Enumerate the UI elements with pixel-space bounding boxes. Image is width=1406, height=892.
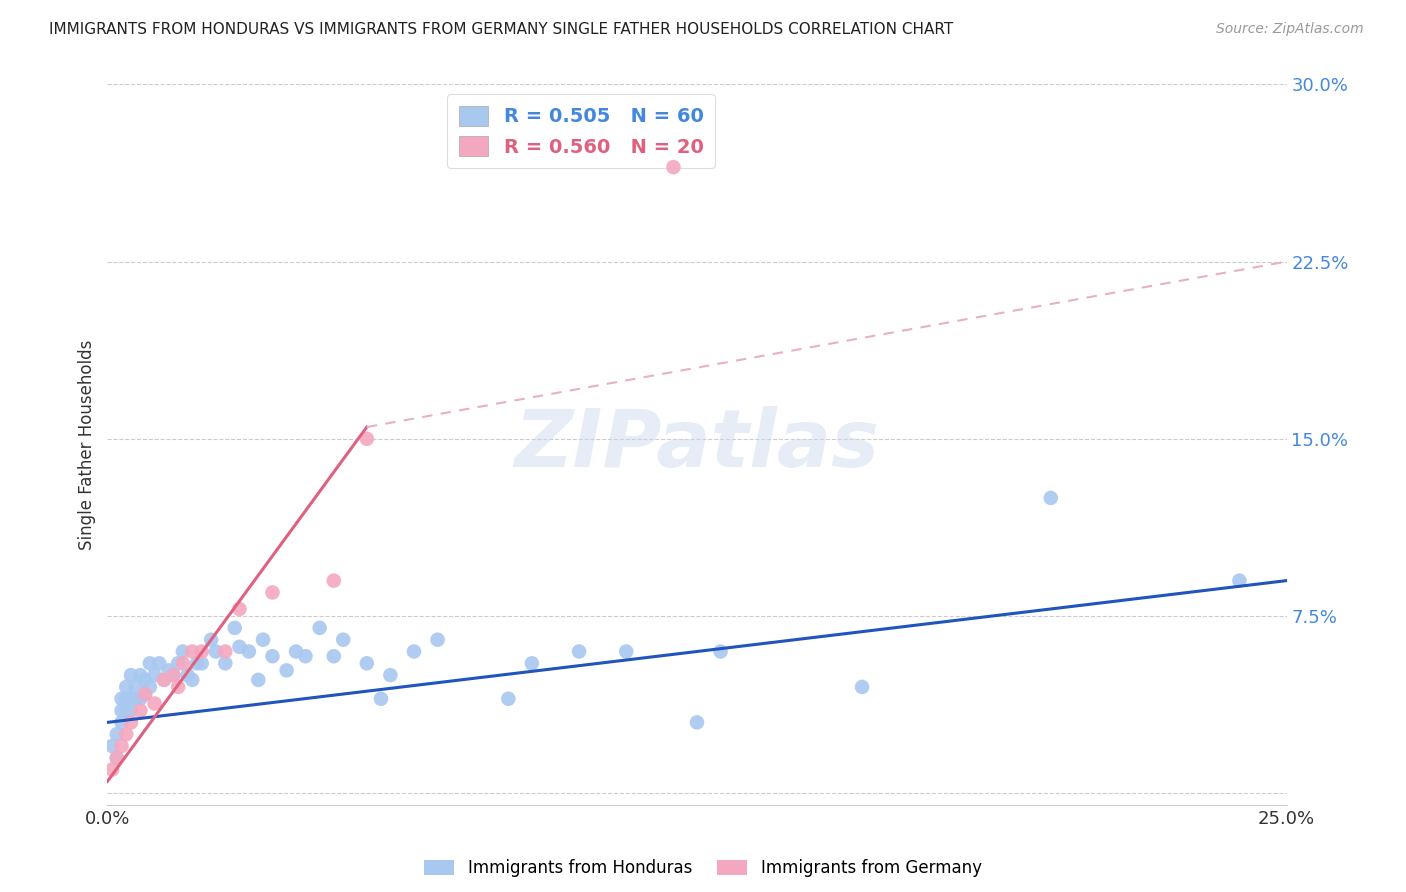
Point <box>686 715 709 730</box>
Point <box>176 668 198 682</box>
Point <box>143 668 166 682</box>
Point <box>110 715 132 730</box>
Point <box>214 644 236 658</box>
Point <box>322 649 344 664</box>
Point <box>380 668 402 682</box>
Point <box>520 657 543 671</box>
Point <box>370 691 392 706</box>
Point <box>139 657 162 671</box>
Point <box>105 727 128 741</box>
Point <box>115 727 138 741</box>
Point <box>662 160 685 174</box>
Point <box>851 680 873 694</box>
Point <box>134 687 156 701</box>
Point <box>134 687 156 701</box>
Point <box>105 751 128 765</box>
Point <box>252 632 274 647</box>
Point <box>228 640 250 654</box>
Point <box>143 697 166 711</box>
Point <box>120 691 142 706</box>
Point <box>120 668 142 682</box>
Point <box>709 644 731 658</box>
Point <box>356 657 378 671</box>
Point <box>224 621 246 635</box>
Point <box>190 657 212 671</box>
Point <box>402 644 425 658</box>
Point <box>153 673 176 687</box>
Point <box>101 739 124 753</box>
Point <box>247 673 270 687</box>
Text: ZIPatlas: ZIPatlas <box>515 406 880 483</box>
Y-axis label: Single Father Households: Single Father Households <box>79 340 96 550</box>
Point <box>134 673 156 687</box>
Point <box>115 704 138 718</box>
Point <box>162 668 184 682</box>
Point <box>498 691 520 706</box>
Point <box>186 657 208 671</box>
Point <box>125 680 148 694</box>
Point <box>181 644 204 658</box>
Point <box>162 668 184 682</box>
Point <box>614 644 637 658</box>
Point <box>1039 491 1062 505</box>
Point <box>125 691 148 706</box>
Point <box>308 621 330 635</box>
Legend: R = 0.505   N = 60, R = 0.560   N = 20: R = 0.505 N = 60, R = 0.560 N = 20 <box>447 95 716 169</box>
Point <box>148 657 170 671</box>
Point <box>1229 574 1251 588</box>
Point <box>262 649 284 664</box>
Point <box>228 602 250 616</box>
Point <box>129 668 152 682</box>
Point <box>105 751 128 765</box>
Point <box>115 680 138 694</box>
Point <box>167 657 190 671</box>
Point <box>167 680 190 694</box>
Legend: Immigrants from Honduras, Immigrants from Germany: Immigrants from Honduras, Immigrants fro… <box>418 853 988 884</box>
Point <box>190 644 212 658</box>
Point <box>356 432 378 446</box>
Point <box>120 704 142 718</box>
Point <box>294 649 316 664</box>
Point <box>115 691 138 706</box>
Text: Source: ZipAtlas.com: Source: ZipAtlas.com <box>1216 22 1364 37</box>
Point <box>139 680 162 694</box>
Point <box>129 691 152 706</box>
Point <box>322 574 344 588</box>
Point <box>181 673 204 687</box>
Point <box>205 644 228 658</box>
Point <box>129 704 152 718</box>
Point <box>332 632 354 647</box>
Point <box>238 644 260 658</box>
Point <box>262 585 284 599</box>
Point <box>214 657 236 671</box>
Point <box>172 644 194 658</box>
Text: IMMIGRANTS FROM HONDURAS VS IMMIGRANTS FROM GERMANY SINGLE FATHER HOUSEHOLDS COR: IMMIGRANTS FROM HONDURAS VS IMMIGRANTS F… <box>49 22 953 37</box>
Point <box>110 691 132 706</box>
Point <box>200 632 222 647</box>
Point <box>285 644 308 658</box>
Point <box>276 664 298 678</box>
Point <box>426 632 449 647</box>
Point <box>157 664 180 678</box>
Point <box>101 763 124 777</box>
Point <box>153 673 176 687</box>
Point <box>110 739 132 753</box>
Point <box>120 715 142 730</box>
Point <box>110 704 132 718</box>
Point <box>568 644 591 658</box>
Point <box>172 657 194 671</box>
